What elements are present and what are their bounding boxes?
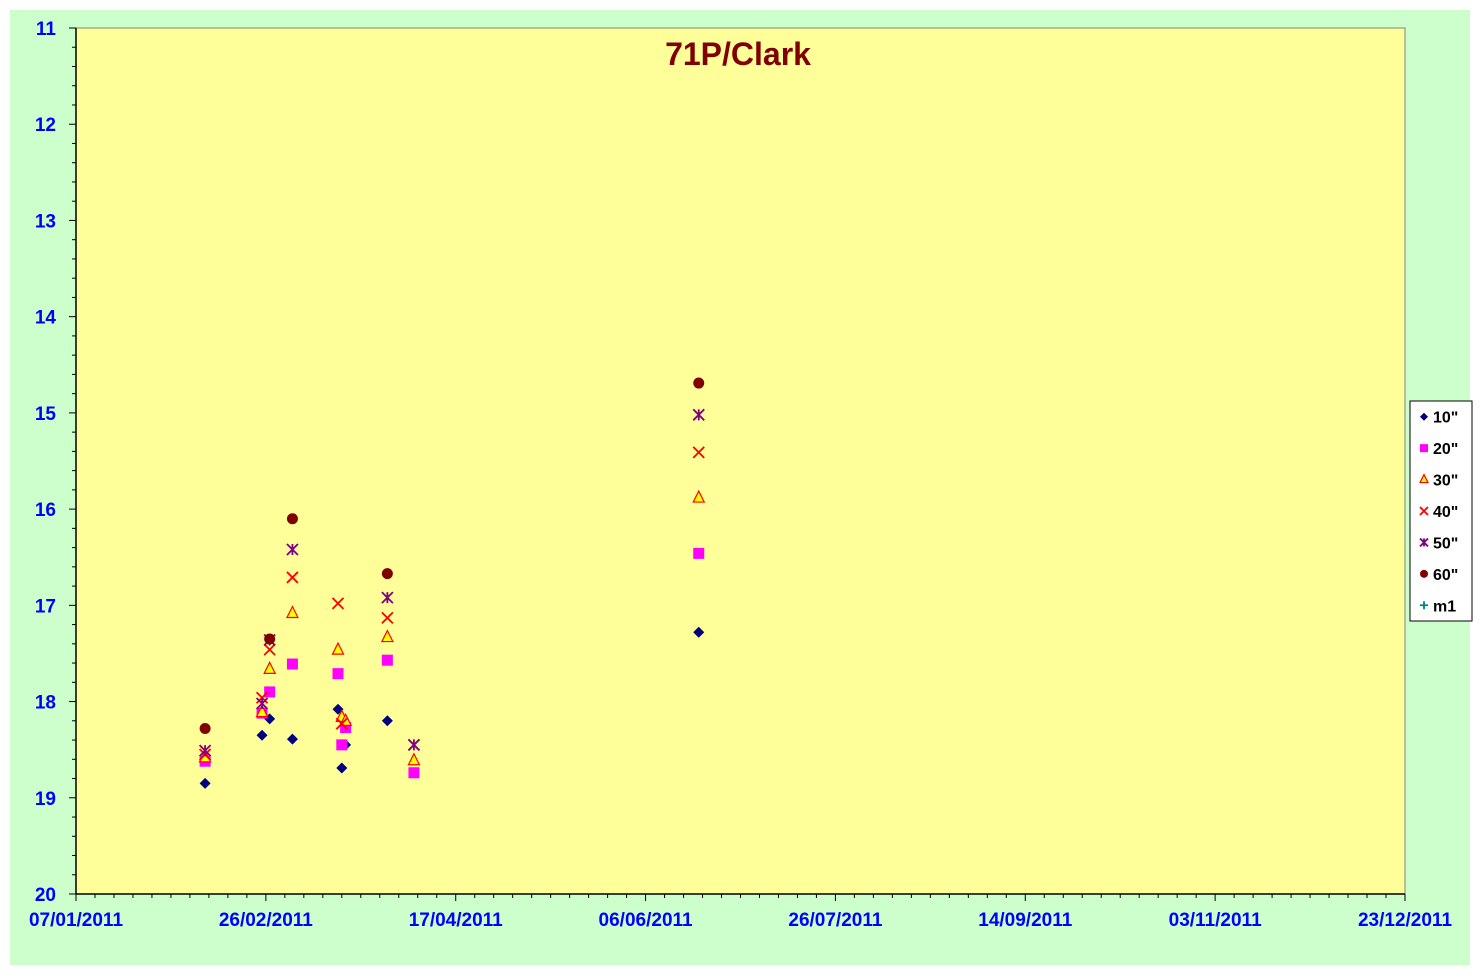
data-point	[255, 691, 269, 704]
y-tick-label: 11	[36, 19, 57, 40]
data-point	[693, 626, 705, 638]
y-tick-label: 20	[35, 885, 56, 906]
data-point	[331, 597, 345, 610]
series-30	[198, 489, 706, 766]
y-tick-label: 19	[35, 789, 56, 810]
legend-label: 60"	[1433, 567, 1458, 584]
data-point	[255, 704, 269, 718]
x-tick-label: 26/02/2011	[219, 910, 313, 931]
data-point	[381, 654, 393, 666]
y-tick-label: 15	[35, 404, 57, 425]
data-point	[331, 641, 345, 655]
legend-marker	[1420, 569, 1428, 578]
data-point	[693, 377, 705, 389]
data-point	[381, 591, 394, 604]
data-point	[381, 611, 394, 624]
y-tick-label: 14	[35, 308, 57, 329]
x-tick-label: 17/04/2011	[409, 910, 503, 931]
x-tick-label: 06/06/2011	[599, 910, 693, 931]
data-point	[692, 408, 705, 421]
legend: 10" 20" 30" 40" 50" 60" m1	[1409, 400, 1473, 622]
legend-label: 30"	[1433, 473, 1458, 490]
series-60	[199, 377, 705, 734]
data-point	[381, 715, 393, 727]
chart-title: 71P/Clark	[665, 36, 811, 72]
legend-marker	[1419, 506, 1429, 516]
legend-marker	[1420, 444, 1428, 453]
data-point	[264, 686, 276, 698]
data-point	[336, 762, 348, 774]
axes: 11 12 13 14 15 16 17 18 19 20 07/01/2011 26/02/2011…	[29, 19, 1452, 931]
x-tick-label: 03/11/2011	[1169, 910, 1262, 931]
legend-box	[1409, 400, 1473, 622]
data-point	[407, 738, 421, 751]
data-points	[198, 377, 706, 789]
data-point	[407, 752, 421, 766]
data-point	[286, 658, 298, 670]
legend-label: 20"	[1433, 441, 1458, 458]
data-point	[336, 739, 348, 751]
y-tick-label: 12	[35, 115, 56, 136]
data-point	[198, 744, 212, 757]
plot-area	[75, 27, 1406, 895]
data-point	[286, 571, 299, 584]
x-tick-label: 14/09/2011	[978, 910, 1072, 931]
data-point	[263, 660, 277, 674]
legend-marker	[1420, 412, 1428, 421]
data-point	[286, 543, 299, 556]
y-tick-label: 16	[35, 500, 56, 521]
y-tick-label: 13	[35, 211, 56, 232]
data-point	[408, 767, 420, 779]
data-point	[381, 568, 393, 580]
x-tick-label: 26/07/2011	[788, 910, 882, 931]
y-tick-label: 17	[35, 596, 56, 617]
data-point	[255, 697, 269, 710]
y-tick-label: 18	[35, 693, 56, 714]
data-point	[256, 729, 268, 741]
legend-label: 10"	[1433, 410, 1458, 427]
legend-label: 50"	[1433, 535, 1458, 552]
data-point	[692, 446, 705, 459]
data-point	[335, 717, 348, 730]
legend-label: m1	[1433, 598, 1456, 615]
data-point	[286, 733, 298, 745]
data-point	[332, 668, 344, 680]
data-point	[199, 777, 211, 789]
data-point	[286, 513, 298, 525]
x-tick-label: 23/12/2011	[1358, 910, 1452, 931]
legend-marker	[1419, 537, 1429, 548]
legend-label: 40"	[1433, 504, 1458, 521]
legend-marker	[1419, 473, 1429, 484]
legend-marker	[1420, 601, 1428, 610]
data-point	[264, 633, 276, 645]
data-point	[380, 629, 394, 643]
data-point	[199, 722, 211, 734]
data-point	[693, 547, 705, 559]
data-point	[263, 643, 276, 656]
data-point	[285, 605, 299, 619]
x-tick-label: 07/01/2011	[29, 910, 123, 931]
data-point	[692, 489, 706, 503]
